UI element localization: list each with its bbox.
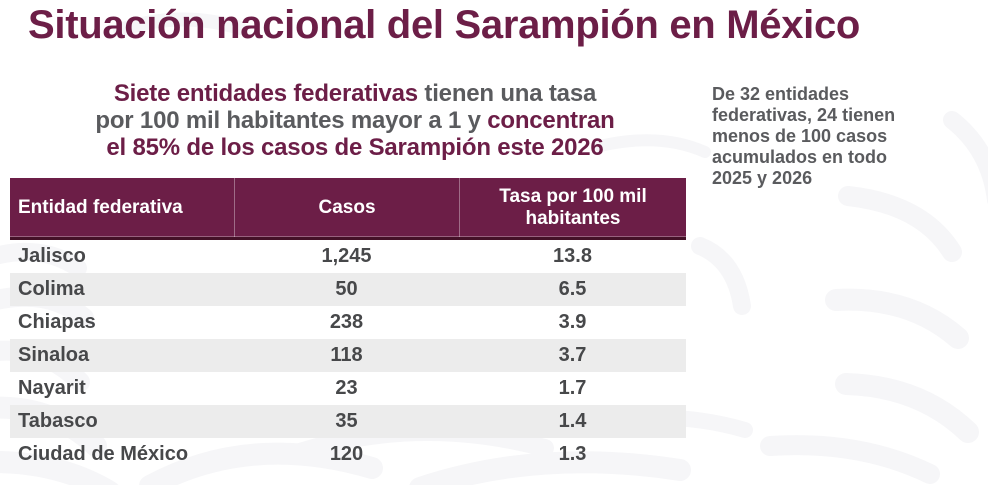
subtitle-line: el 85% de los casos de Sarampión este 20… (25, 134, 685, 161)
side-note: De 32 entidades federativas, 24 tienen men… (712, 84, 937, 189)
table-cell-casos: 238 (329, 311, 364, 333)
subtitle-line: Siete entidades federativas tienen una t… (25, 80, 685, 107)
table-cell-entidad: Chiapas (18, 311, 96, 333)
table-cell-tasa: 3.9 (558, 311, 587, 333)
table-cell-entidad: Colima (18, 278, 85, 300)
subtitle-segment: Siete entidades federativas (113, 80, 418, 107)
side-note-line: acumulados en todo (712, 147, 888, 167)
table-cell-entidad: Ciudad de México (18, 443, 189, 465)
table-cell-tasa: 1.3 (558, 443, 587, 465)
column-header-entidad-federativa: Entidad federativa (18, 196, 183, 218)
cases-by-state-table: Entidad federativa Casos Tasa por 100 mi… (10, 178, 686, 471)
key-message-subtitle: Siete entidades federativas tienen una t… (25, 80, 685, 161)
table-cell-casos: 118 (330, 344, 363, 366)
subtitle-segment: tienen una tasa (417, 80, 597, 107)
table-row: Nayarit 23 1.7 (10, 372, 686, 405)
side-note-line: menos de 100 casos (712, 126, 888, 146)
table-row: Tabasco 35 1.4 (10, 405, 686, 438)
subtitle-segment: concentran (487, 107, 615, 134)
table-cell-casos: 23 (335, 377, 358, 399)
subtitle-segment: el 85% de los casos de Sarampión este 20… (106, 134, 604, 161)
table-body: Jalisco 1,245 13.8 Colima 50 6.5 Chiapas 238 3.9… (10, 240, 686, 471)
column-header-casos: Casos (234, 178, 459, 237)
table-cell-casos: 120 (329, 443, 364, 465)
table-header-row: Entidad federativa Casos Tasa por 100 mi… (10, 178, 686, 240)
table-row: Ciudad de México 120 1.3 (10, 438, 686, 471)
table-cell-tasa: 1.4 (558, 410, 587, 432)
table-cell-tasa: 1.7 (558, 377, 587, 399)
table-row: Colima 50 6.5 (10, 273, 686, 306)
subtitle-segment: por 100 mil habitantes mayor a 1 y (95, 107, 488, 134)
table-cell-entidad: Nayarit (18, 377, 86, 399)
side-note-line: federativas, 24 tienen (712, 105, 896, 125)
table-row: Sinaloa 118 3.7 (10, 339, 686, 372)
side-note-line: 2025 y 2026 (712, 168, 813, 188)
side-note-line: De 32 entidades (712, 84, 850, 104)
table-cell-casos: 1,245 (321, 245, 372, 267)
table-row: Jalisco 1,245 13.8 (10, 240, 686, 273)
subtitle-line: por 100 mil habitantes mayor a 1 y conce… (25, 107, 685, 134)
table-cell-tasa: 13.8 (553, 245, 592, 267)
table-cell-tasa: 6.5 (558, 278, 587, 300)
table-cell-tasa: 3.7 (558, 344, 587, 366)
table-cell-entidad: Tabasco (18, 410, 98, 432)
column-header-tasa: Tasa por 100 mil habitantes (459, 178, 686, 237)
page-title: Situación nacional del Sarampión en Méxi… (28, 3, 861, 47)
table-row: Chiapas 238 3.9 (10, 306, 686, 339)
table-cell-entidad: Sinaloa (18, 344, 90, 366)
table-cell-casos: 50 (335, 278, 358, 300)
table-cell-casos: 35 (335, 410, 358, 432)
table-cell-entidad: Jalisco (18, 245, 86, 267)
